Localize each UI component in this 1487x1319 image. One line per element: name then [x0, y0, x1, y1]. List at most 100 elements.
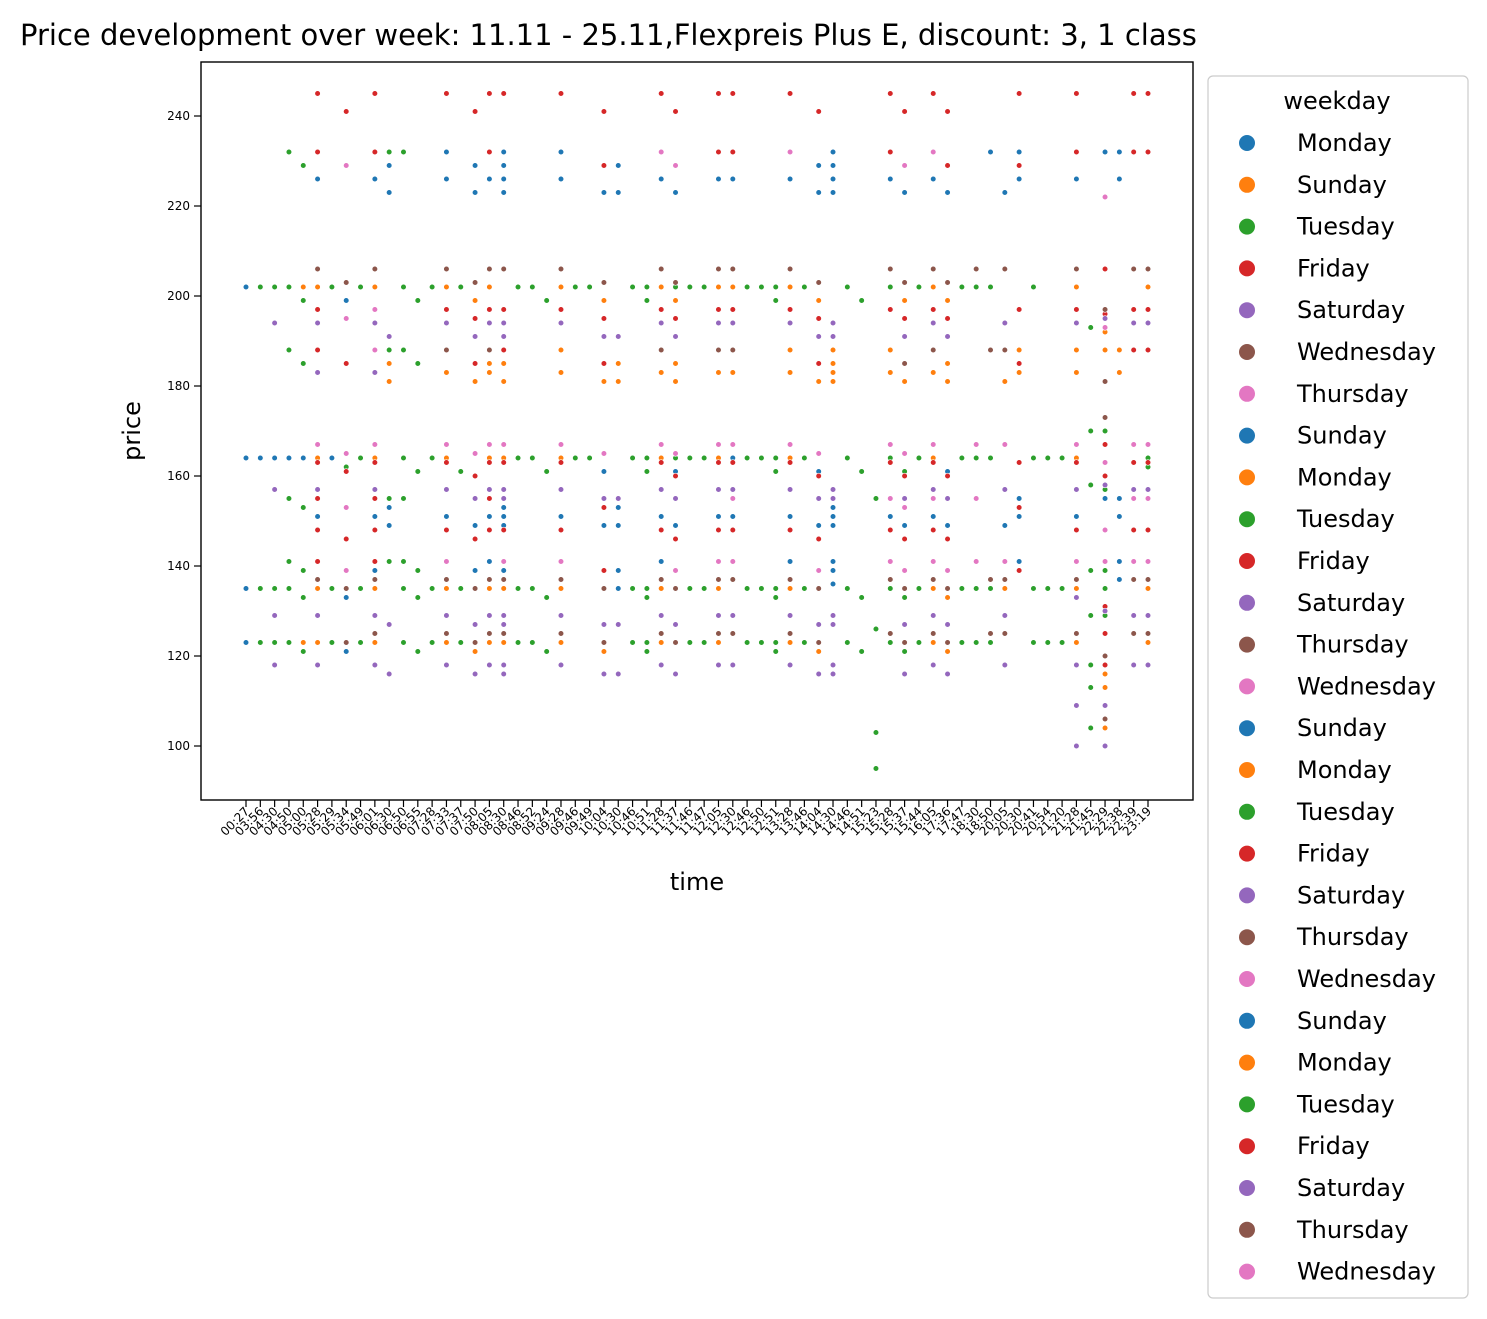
data-point — [887, 283, 894, 291]
data-point — [1130, 319, 1137, 327]
data-point — [930, 441, 937, 448]
data-point — [285, 346, 293, 354]
data-point — [1130, 558, 1137, 565]
legend-marker — [1239, 720, 1255, 737]
data-point — [443, 576, 450, 583]
data-point — [314, 486, 321, 493]
data-point — [343, 535, 350, 543]
data-point — [557, 148, 565, 156]
data-point — [829, 522, 837, 529]
data-point — [386, 346, 393, 354]
data-point — [658, 661, 665, 669]
data-point — [1087, 661, 1094, 669]
data-point — [1058, 639, 1066, 646]
data-point — [1073, 265, 1080, 273]
data-point — [1001, 346, 1008, 354]
data-point — [343, 585, 350, 592]
data-point — [887, 265, 894, 273]
data-point — [314, 576, 321, 583]
data-point — [615, 162, 622, 169]
data-point — [672, 360, 679, 367]
data-point — [471, 189, 479, 196]
data-point — [314, 459, 321, 466]
data-point — [343, 450, 350, 457]
data-point — [1016, 346, 1023, 354]
data-point — [600, 108, 608, 115]
data-point — [285, 454, 293, 462]
data-point — [887, 576, 894, 583]
data-point — [1101, 684, 1109, 691]
data-point — [829, 148, 837, 156]
data-point — [314, 558, 321, 565]
data-point — [500, 513, 507, 520]
data-point — [930, 513, 937, 520]
data-point — [242, 639, 250, 646]
data-point — [371, 513, 378, 520]
data-point — [930, 526, 937, 534]
data-point — [600, 333, 608, 340]
series-saturday — [271, 315, 1152, 750]
data-point — [658, 630, 665, 637]
data-point — [786, 148, 794, 156]
data-point — [557, 612, 565, 619]
data-point — [1101, 378, 1109, 385]
plot-area-frame — [200, 61, 1194, 801]
data-point — [672, 108, 679, 115]
data-point — [944, 108, 951, 115]
data-point — [486, 369, 493, 376]
data-point — [371, 265, 378, 273]
data-point — [815, 472, 822, 480]
data-point — [629, 585, 636, 592]
data-point — [486, 283, 493, 291]
data-point — [1087, 612, 1094, 619]
data-point — [701, 454, 708, 462]
data-point — [1144, 639, 1152, 646]
data-point — [371, 346, 378, 354]
data-point — [915, 454, 923, 462]
data-point — [1101, 495, 1109, 502]
data-point — [672, 189, 679, 196]
data-point — [1087, 427, 1094, 435]
legend-label: Monday — [1297, 129, 1392, 157]
data-point — [786, 585, 794, 592]
data-point — [1130, 612, 1137, 619]
data-point — [471, 108, 479, 115]
legend-entry: Friday — [1239, 840, 1370, 868]
data-point — [944, 639, 951, 646]
data-point — [672, 162, 679, 169]
data-point — [758, 585, 765, 592]
data-point — [429, 454, 436, 462]
data-point — [672, 472, 679, 480]
data-point — [371, 585, 378, 592]
legend-label: Sunday — [1297, 422, 1387, 450]
data-point — [1016, 459, 1023, 466]
data-point — [1087, 567, 1094, 574]
legend-entry: Saturday — [1239, 296, 1405, 324]
data-point — [486, 306, 493, 313]
data-point — [443, 319, 450, 327]
data-point — [314, 495, 321, 502]
data-point — [658, 612, 665, 619]
data-point — [844, 454, 851, 462]
data-point — [1087, 481, 1094, 489]
data-point — [815, 495, 822, 502]
legend-entry: Sunday — [1239, 422, 1387, 450]
data-point — [672, 567, 679, 574]
data-point — [758, 454, 765, 462]
legend-label: Thursday — [1296, 1216, 1409, 1244]
data-point — [529, 585, 536, 592]
data-point — [1101, 306, 1109, 313]
data-point — [829, 513, 837, 520]
legend-label: Thursday — [1296, 380, 1409, 408]
series-monday — [242, 148, 1123, 655]
data-point — [1130, 576, 1137, 583]
data-point — [1030, 585, 1037, 592]
data-point — [930, 175, 937, 183]
data-point — [314, 661, 321, 669]
data-point — [343, 468, 350, 475]
data-point — [829, 378, 837, 385]
data-point — [658, 369, 665, 376]
data-point — [600, 162, 608, 169]
data-point — [901, 648, 908, 655]
data-point — [858, 468, 865, 475]
